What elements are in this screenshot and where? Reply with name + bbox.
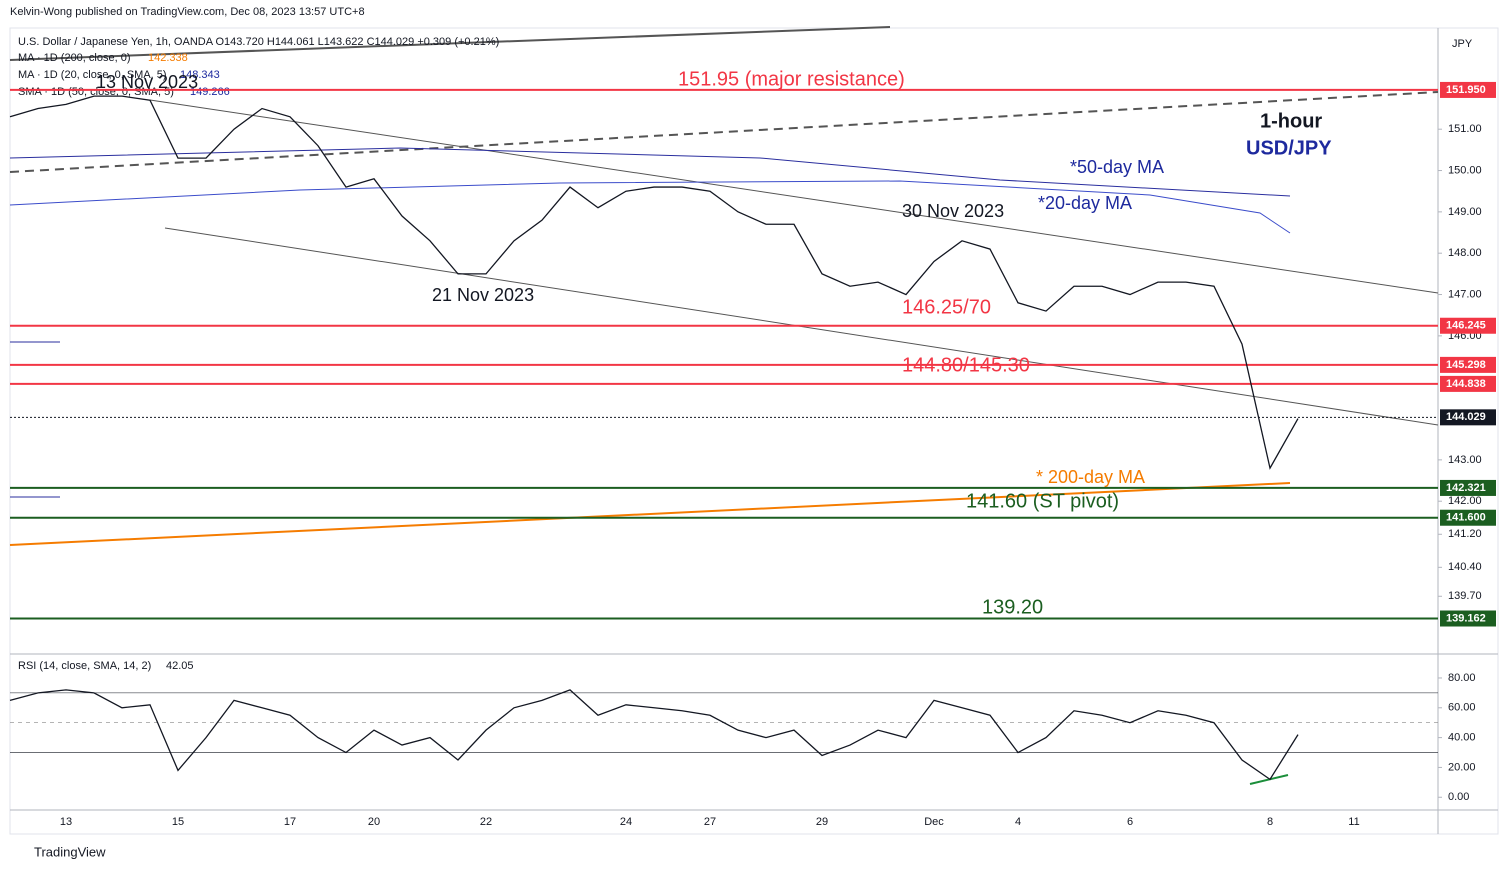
- y-tick-label: 80.00: [1448, 672, 1476, 684]
- y-tick-label: 150.00: [1448, 164, 1482, 176]
- y-tick-label: 151.00: [1448, 123, 1482, 135]
- y-tick-label: 40.00: [1448, 732, 1476, 744]
- annotation: USD/JPY: [1246, 137, 1332, 159]
- annotation: 146.25/70: [902, 296, 991, 318]
- annotation: *50-day MA: [1070, 157, 1164, 177]
- indicator-label: MA · 1D (20, close, 0, SMA, 5): [18, 69, 167, 81]
- rsi-title: RSI (14, close, SMA, 14, 2): [18, 660, 151, 672]
- x-tick-label: 8: [1267, 816, 1273, 828]
- y-tick-label: 142.00: [1448, 495, 1482, 507]
- x-tick-label: 17: [284, 816, 296, 828]
- level-label: 144.838: [1446, 378, 1486, 390]
- x-tick-label: 24: [620, 816, 632, 828]
- trendline: [9, 26, 891, 61]
- indicator-value: 142.338: [148, 52, 188, 64]
- level-label: 139.162: [1446, 612, 1486, 624]
- divergence-line: [1249, 774, 1289, 785]
- y-tick-label: 143.00: [1448, 454, 1482, 466]
- level-box: [1440, 356, 1496, 373]
- level-box: [1440, 479, 1496, 496]
- x-tick-label: Dec: [924, 816, 944, 828]
- annotation: 21 Nov 2023: [432, 285, 534, 305]
- level-box: [1440, 81, 1496, 98]
- y-tick-label: 60.00: [1448, 702, 1476, 714]
- rsi-value: 42.05: [166, 660, 194, 672]
- price-line: [9, 95, 1299, 470]
- y-tick-label: 0.00: [1448, 791, 1469, 803]
- indicator-value: 148.343: [180, 69, 220, 81]
- y-tick-label: 141.20: [1448, 528, 1482, 540]
- x-tick-label: 20: [368, 816, 380, 828]
- annotation: 1-hour: [1260, 110, 1322, 132]
- publisher: Kelvin-Wong published on TradingView.com…: [10, 6, 365, 18]
- currency: JPY: [1452, 38, 1473, 50]
- indicator-label: SMA · 1D (50, close, 0, SMA, 5): [18, 86, 174, 98]
- level-label: 142.321: [1446, 482, 1486, 494]
- x-tick-label: 29: [816, 816, 828, 828]
- y-tick-label: 20.00: [1448, 761, 1476, 773]
- annotation: 151.95 (major resistance): [678, 68, 905, 90]
- annotation: 30 Nov 2023: [902, 201, 1004, 221]
- ma-200: [9, 482, 1291, 546]
- y-tick-label: 139.70: [1448, 590, 1482, 602]
- x-tick-label: 22: [480, 816, 492, 828]
- x-tick-label: 4: [1015, 816, 1021, 828]
- level-label: 144.029: [1446, 411, 1486, 423]
- trendline: [9, 91, 1439, 173]
- x-tick-label: 27: [704, 816, 716, 828]
- y-tick-label: 149.00: [1448, 206, 1482, 218]
- frame: [9, 27, 1499, 835]
- level-box: [1440, 610, 1496, 627]
- level-box: [1440, 409, 1496, 426]
- annotation: 139.20: [982, 596, 1043, 618]
- y-tick-label: 147.00: [1448, 288, 1482, 300]
- price-line: [9, 689, 1299, 781]
- annotation: * 200-day MA: [1036, 467, 1145, 487]
- x-tick-label: 13: [60, 816, 72, 828]
- level-label: 146.245: [1446, 320, 1486, 332]
- x-tick-label: 15: [172, 816, 184, 828]
- ma-50: [9, 147, 1291, 197]
- instrument: U.S. Dollar / Japanese Yen, 1h, OANDA O1…: [18, 36, 499, 48]
- level-box: [1440, 317, 1496, 334]
- y-tick-label: 148.00: [1448, 247, 1482, 259]
- level-box: [1440, 509, 1496, 526]
- level-label: 145.298: [1446, 359, 1486, 371]
- indicator-value: 149.266: [190, 86, 230, 98]
- ma-20: [9, 180, 1291, 234]
- annotation: *20-day MA: [1038, 193, 1132, 213]
- annotation: 141.60 (ST pivot): [966, 490, 1119, 512]
- x-tick-label: 6: [1127, 816, 1133, 828]
- y-tick-label: 140.40: [1448, 561, 1482, 573]
- level-box: [1440, 375, 1496, 392]
- x-tick-label: 11: [1348, 816, 1359, 828]
- level-label: 141.600: [1446, 512, 1486, 524]
- indicator-label: MA · 1D (200, close, 0): [18, 52, 131, 64]
- drawings: [9, 26, 1439, 785]
- level-label: 151.950: [1446, 84, 1486, 96]
- channel-line: [149, 99, 1439, 294]
- brand: TradingView: [34, 844, 106, 859]
- annotation: 13 Nov 2023: [96, 72, 198, 92]
